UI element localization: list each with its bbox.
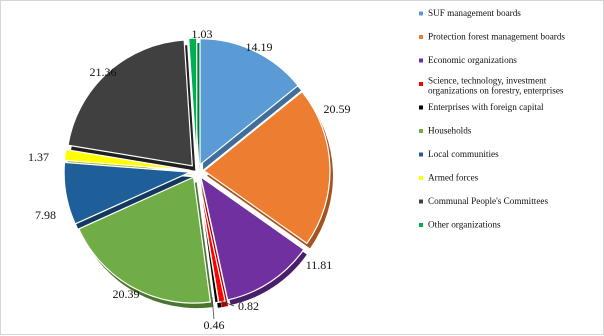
- leader-line-science-technology-investment-organizations-on-forestry-enterprises: [220, 300, 235, 307]
- legend-item-households: Households: [419, 126, 472, 136]
- pie-slice-economic-organizations: [199, 175, 305, 301]
- legend-item-science-technology-investment-organizations-on-forestry-enterprises: Science, technology, investment organizat…: [419, 76, 564, 96]
- data-label-economic-organizations: 11.81: [306, 258, 333, 272]
- pie-slice-enterprises-with-foreign-capital: [197, 177, 220, 304]
- legend-item-communal-people-s-committees: Communal People's Committees: [419, 196, 548, 206]
- legend-label-other-organizations: Other organizations: [428, 220, 501, 230]
- legend-label-armed-forces: Armed forces: [428, 173, 479, 183]
- legend-marker-communal-people-s-committees: [419, 199, 423, 204]
- pie-slices: [63, 37, 331, 304]
- data-label-communal-people-s-committees: 21.36: [90, 65, 117, 79]
- legend-marker-economic-organizations: [419, 58, 423, 63]
- legend-label-local-communities: Local communities: [428, 149, 499, 159]
- legend-item-armed-forces: Armed forces: [419, 173, 479, 183]
- legend-label-suf-management-boards: SUF management boards: [428, 8, 521, 18]
- data-label-enterprises-with-foreign-capital: 0.46: [204, 318, 225, 332]
- pie-slice-other-organizations: [187, 37, 198, 165]
- pie-slice-households: [77, 176, 212, 304]
- data-label-protection-forest-management-boards: 20.59: [324, 102, 351, 116]
- legend-item-enterprises-with-foreign-capital: Enterprises with foreign capital: [419, 102, 544, 112]
- data-label-other-organizations: 1.03: [192, 27, 213, 41]
- legend-marker-armed-forces: [419, 176, 423, 180]
- slice-shadow-science-technology-investment-organizations-on-forestry-enterprises: [201, 182, 229, 308]
- leader-lines: [211, 296, 235, 320]
- legend-label-enterprises-with-foreign-capital: Enterprises with foreign capital: [428, 102, 544, 112]
- legend-marker-protection-forest-management-boards: [419, 35, 423, 39]
- pie-slice-protection-forest-management-boards: [203, 90, 331, 245]
- data-label-science-technology-investment-organizations-on-forestry-enterprises: 0.82: [238, 299, 259, 313]
- data-labels: 14.19 20.59 11.81 0.82 0.46 20.39 7.98 1.37 21.3…: [28, 27, 351, 332]
- legend-item-economic-organizations: Economic organizations: [419, 55, 517, 65]
- legend-label-protection-forest-management-boards: Protection forest management boards: [428, 32, 565, 42]
- legend-label-communal-people-s-committees: Communal People's Committees: [428, 196, 548, 206]
- legend-marker-local-communities: [419, 152, 423, 157]
- data-label-suf-management-boards: 14.19: [246, 40, 273, 54]
- data-label-armed-forces: 1.37: [28, 150, 49, 164]
- legend-item-other-organizations: Other organizations: [419, 220, 501, 230]
- pie-slice-local-communities: [63, 161, 191, 225]
- leader-line-enterprises-with-foreign-capital: [211, 296, 215, 320]
- data-label-local-communities: 7.98: [35, 208, 56, 222]
- pie-slice-suf-management-boards: [199, 38, 299, 166]
- legend-label-science-technology-investment-organizations-on-forestry-enterprises: Science, technology, investment organizat…: [428, 76, 564, 96]
- legend-label-households: Households: [428, 126, 472, 136]
- legend-marker-other-organizations: [419, 223, 423, 227]
- data-label-households: 20.39: [113, 287, 140, 301]
- pie-slice-armed-forces: [63, 148, 191, 171]
- legend-item-protection-forest-management-boards: Protection forest management boards: [419, 32, 565, 42]
- legend-marker-households: [419, 129, 423, 133]
- legend-item-suf-management-boards: SUF management boards: [419, 8, 521, 18]
- legend-item-local-communities: Local communities: [419, 149, 499, 159]
- legend-marker-suf-management-boards: [419, 11, 423, 16]
- legend-marker-science-technology-investment-organizations-on-forestry-enterprises: [419, 82, 423, 86]
- legend-label-economic-organizations: Economic organizations: [428, 55, 517, 65]
- legend-marker-enterprises-with-foreign-capital: [419, 105, 423, 110]
- pie-slice-communal-people-s-committees: [67, 39, 193, 167]
- legend: SUF management boards Protection forest m…: [419, 8, 565, 230]
